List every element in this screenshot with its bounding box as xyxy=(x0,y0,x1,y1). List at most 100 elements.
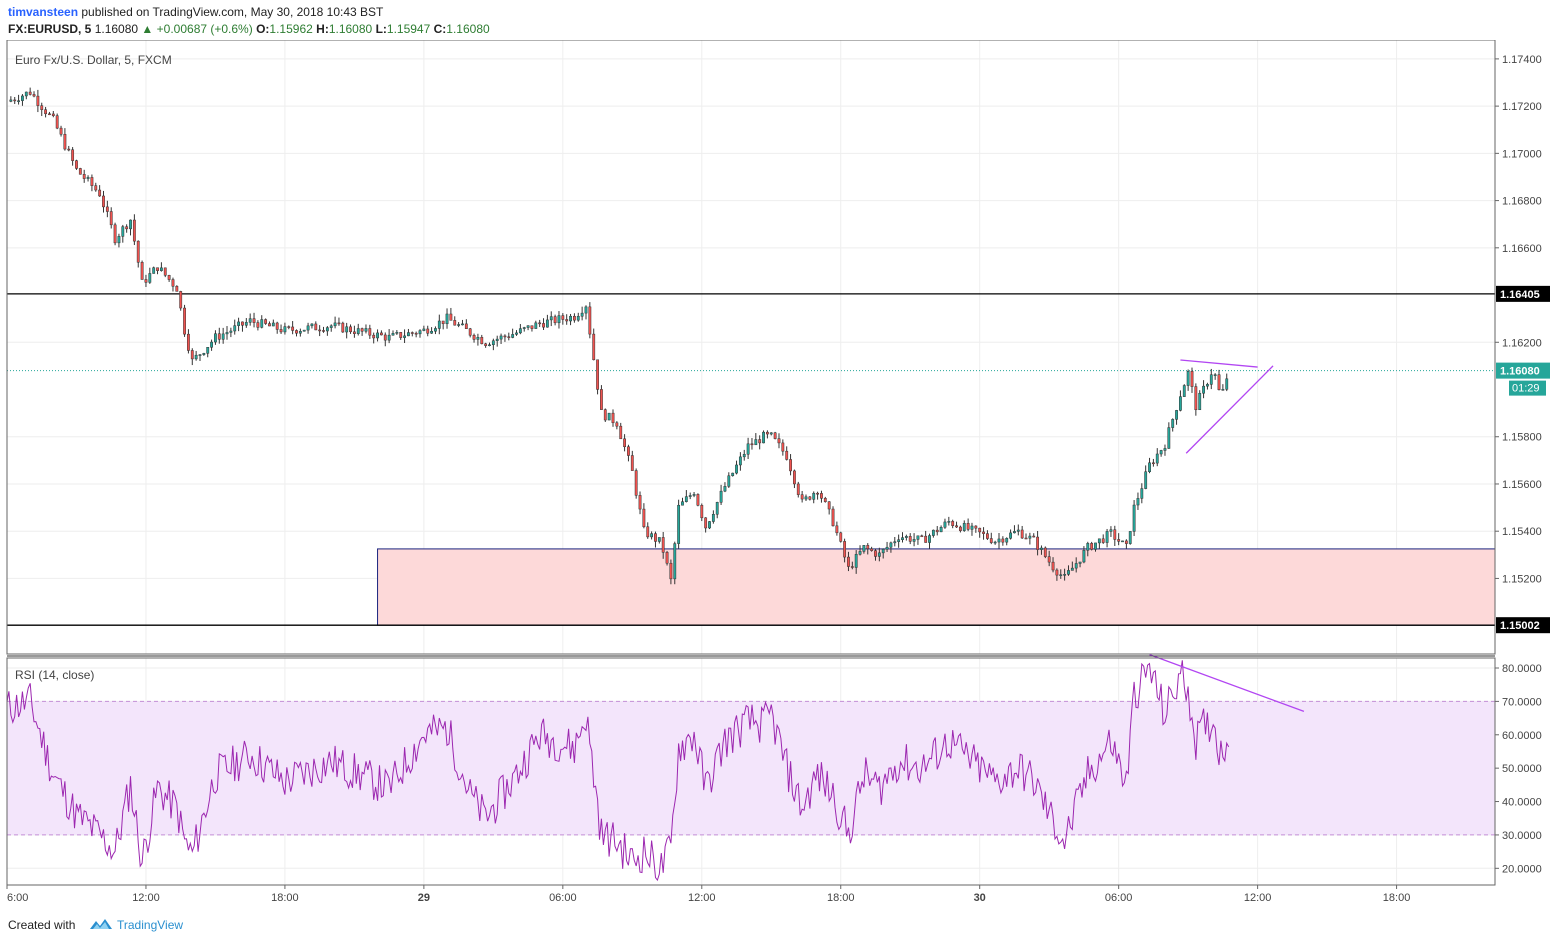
candle-body xyxy=(148,273,152,283)
candle-body xyxy=(248,318,252,323)
candle-body xyxy=(1016,529,1020,532)
candle-body xyxy=(762,431,765,444)
candle-body xyxy=(152,267,156,274)
candle-body xyxy=(1063,574,1067,576)
tradingview-brand[interactable]: TradingView xyxy=(117,918,184,932)
candle-body xyxy=(924,535,928,543)
candle-body xyxy=(1171,419,1175,428)
price-chart[interactable]: 1.17400 1.17200 1.17000 1.16800 1.16600 1.162… xyxy=(0,40,1554,910)
y-tick-label: 1.17200 xyxy=(1502,101,1542,113)
candle-body xyxy=(912,539,916,542)
candle-body xyxy=(931,529,935,536)
y-tick-label: 1.16800 xyxy=(1502,196,1542,208)
candle-body xyxy=(468,328,472,336)
candle-body xyxy=(244,322,248,326)
up-arrow-icon: ▲ xyxy=(141,22,154,36)
candle-series xyxy=(9,87,1229,585)
candle-body xyxy=(1070,567,1074,571)
candle-body xyxy=(708,521,711,529)
candle-body xyxy=(129,219,132,230)
candle-body xyxy=(596,359,599,390)
rsi-band xyxy=(7,700,1495,836)
candle-body xyxy=(970,525,974,530)
candle-body xyxy=(426,328,430,334)
candle-body xyxy=(731,472,735,477)
candle-body xyxy=(611,412,615,424)
candle-body xyxy=(314,323,318,331)
price-panel-title: Euro Fx/U.S. Dollar, 5, FXCM xyxy=(15,53,172,67)
candle-body xyxy=(1221,389,1225,391)
candle-body xyxy=(943,521,947,528)
candle-body xyxy=(121,226,125,237)
candle-body xyxy=(1082,550,1086,563)
candle-body xyxy=(13,99,17,102)
candle-body xyxy=(499,335,503,340)
created-with-label: Created with xyxy=(8,918,76,932)
candle-body xyxy=(897,539,901,542)
candle-body xyxy=(993,541,997,544)
candle-body xyxy=(542,323,545,328)
candle-body xyxy=(403,335,406,338)
candle-body xyxy=(1078,561,1082,564)
candle-body xyxy=(24,91,28,97)
candle-body xyxy=(928,535,931,543)
open-value: 1.15962 xyxy=(269,22,313,36)
publish-info: published on TradingView.com, May 30, 20… xyxy=(81,5,384,19)
candle-body xyxy=(588,306,592,335)
candle-body xyxy=(298,331,302,334)
author-link[interactable]: timvansteen xyxy=(8,5,79,19)
tradingview-logo-icon[interactable] xyxy=(88,916,114,932)
candle-body xyxy=(271,322,275,327)
candle-body xyxy=(823,498,827,502)
candle-body xyxy=(175,286,179,292)
symbol-ohlc-line: FX:EURUSD, 5 1.16080 ▲ +0.00687 (+0.6%) … xyxy=(8,22,490,36)
candle-body xyxy=(1124,540,1128,544)
candle-body xyxy=(55,115,59,129)
candle-body xyxy=(464,323,468,330)
candle-body xyxy=(472,334,476,340)
candle-body xyxy=(615,422,619,427)
candle-body xyxy=(738,456,742,466)
candle-body xyxy=(966,523,970,530)
candle-body xyxy=(225,332,229,335)
candle-body xyxy=(997,538,1001,543)
candle-body xyxy=(1206,384,1209,387)
candle-body xyxy=(951,521,955,526)
x-tick-label: 18:00 xyxy=(271,892,299,904)
candle-body xyxy=(955,525,958,528)
candle-body xyxy=(1144,471,1148,489)
last-price-box xyxy=(1496,362,1550,379)
candle-body xyxy=(1020,529,1024,539)
candle-body xyxy=(623,438,626,448)
candle-body xyxy=(306,325,310,331)
symbol-name[interactable]: FX:EURUSD, 5 xyxy=(8,22,92,36)
candle-body xyxy=(920,535,924,538)
candle-body xyxy=(295,330,298,334)
candle-body xyxy=(399,332,403,338)
candle-body xyxy=(1051,561,1055,571)
candle-body xyxy=(746,443,750,455)
y-tick-label: 1.16600 xyxy=(1502,243,1542,255)
candle-body xyxy=(360,328,364,332)
countdown-label: 01:29 xyxy=(1512,383,1540,395)
candle-body xyxy=(63,133,67,150)
candle-body xyxy=(86,177,90,179)
candle-body xyxy=(179,291,183,309)
candle-body xyxy=(356,328,360,334)
x-tick-label: 12:00 xyxy=(688,892,716,904)
rsi-band-fill xyxy=(7,701,1495,835)
candle-body xyxy=(279,329,283,333)
candle-body xyxy=(681,501,684,506)
candle-body xyxy=(349,326,352,333)
candle-body xyxy=(947,521,951,523)
y-tick-label: 1.16200 xyxy=(1502,337,1542,349)
candle-body xyxy=(870,548,874,551)
candle-body xyxy=(781,442,785,452)
candle-body xyxy=(1182,385,1186,397)
low-value: 1.15947 xyxy=(386,22,431,36)
candle-body xyxy=(140,262,144,280)
candle-body xyxy=(187,333,190,351)
candle-body xyxy=(461,323,464,326)
candle-body xyxy=(785,450,789,460)
candle-body xyxy=(387,334,391,341)
